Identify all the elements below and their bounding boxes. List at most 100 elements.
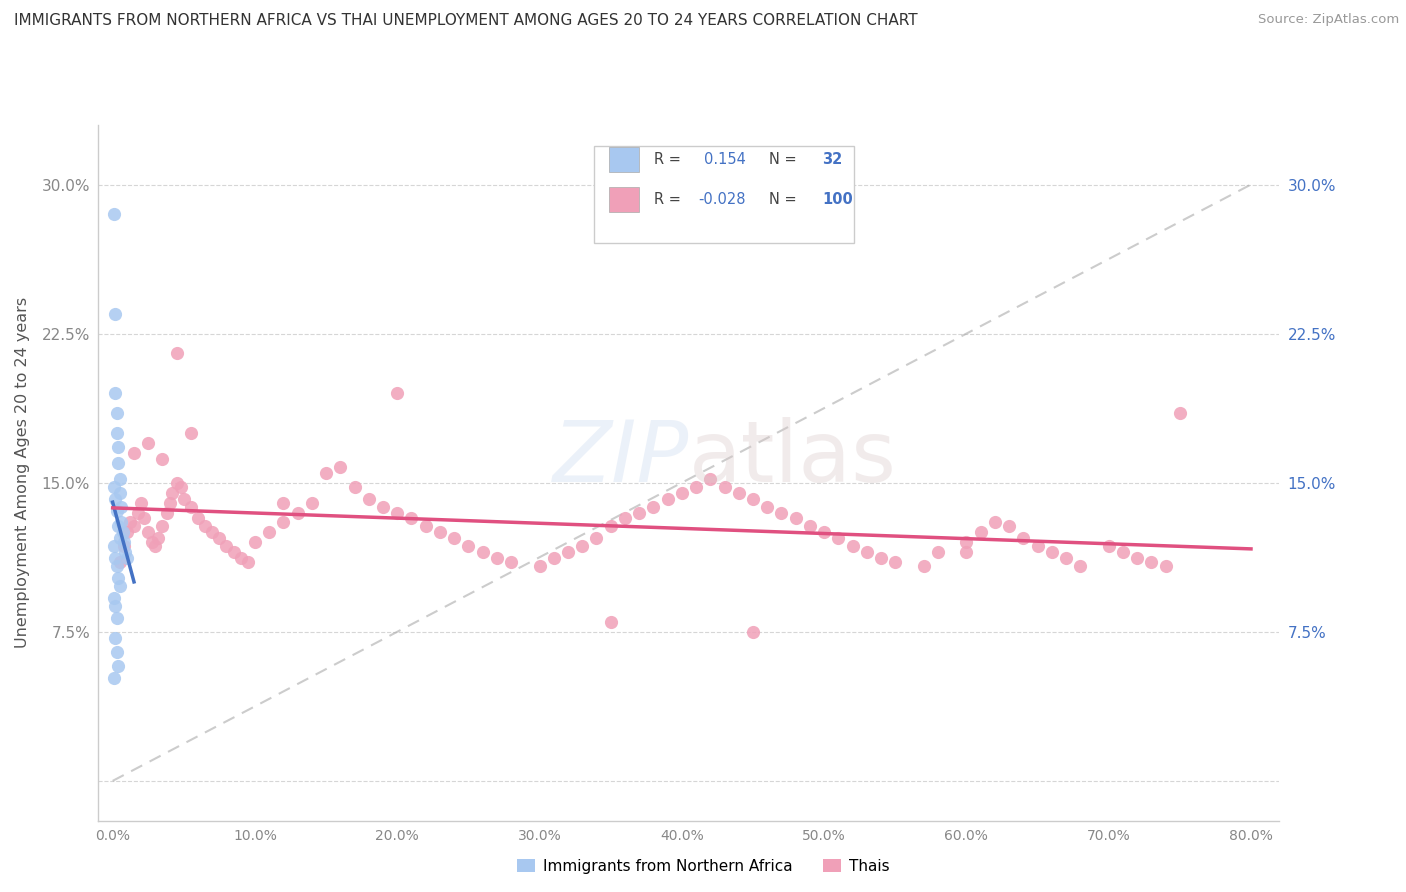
Point bbox=[301, 495, 323, 509]
Point bbox=[799, 519, 821, 533]
Point bbox=[208, 532, 231, 546]
Point bbox=[107, 658, 129, 673]
Point bbox=[912, 559, 935, 574]
Point bbox=[1054, 551, 1077, 566]
Text: ZIP: ZIP bbox=[553, 417, 689, 500]
Point bbox=[870, 551, 893, 566]
Point bbox=[243, 535, 266, 549]
Text: -0.028: -0.028 bbox=[699, 192, 747, 207]
Point bbox=[1126, 551, 1149, 566]
Point bbox=[132, 511, 155, 525]
Point bbox=[742, 624, 765, 639]
Point bbox=[162, 485, 184, 500]
Text: IMMIGRANTS FROM NORTHERN AFRICA VS THAI UNEMPLOYMENT AMONG AGES 20 TO 24 YEARS C: IMMIGRANTS FROM NORTHERN AFRICA VS THAI … bbox=[14, 13, 918, 29]
Point bbox=[105, 645, 128, 659]
Point bbox=[104, 631, 127, 645]
Point bbox=[108, 555, 131, 569]
Text: 32: 32 bbox=[823, 152, 842, 167]
Point bbox=[841, 539, 863, 553]
Point bbox=[499, 555, 522, 569]
Point bbox=[152, 451, 174, 466]
Point bbox=[201, 525, 224, 540]
Text: N =: N = bbox=[769, 192, 806, 207]
Point bbox=[105, 611, 128, 625]
Point bbox=[141, 535, 163, 549]
Point bbox=[115, 551, 138, 566]
Point bbox=[104, 491, 127, 506]
Point bbox=[699, 472, 721, 486]
Point bbox=[108, 532, 131, 546]
Point bbox=[152, 519, 174, 533]
Point bbox=[129, 495, 152, 509]
Point bbox=[173, 491, 195, 506]
Point bbox=[657, 491, 679, 506]
Point bbox=[114, 545, 136, 559]
Point bbox=[955, 545, 977, 559]
Point bbox=[599, 519, 621, 533]
Point bbox=[1012, 532, 1035, 546]
Point bbox=[273, 495, 295, 509]
Point bbox=[742, 491, 765, 506]
Point bbox=[104, 551, 127, 566]
Point bbox=[273, 516, 295, 530]
Point bbox=[1168, 406, 1191, 420]
Point bbox=[813, 525, 835, 540]
Point bbox=[401, 511, 423, 525]
Point bbox=[159, 495, 181, 509]
Point bbox=[343, 480, 366, 494]
Point bbox=[287, 506, 309, 520]
Text: Source: ZipAtlas.com: Source: ZipAtlas.com bbox=[1258, 13, 1399, 27]
Point bbox=[110, 516, 132, 530]
Point bbox=[856, 545, 879, 559]
Point bbox=[107, 440, 129, 454]
Text: atlas: atlas bbox=[689, 417, 897, 500]
Point bbox=[628, 506, 651, 520]
Point bbox=[785, 511, 807, 525]
Point bbox=[166, 475, 188, 490]
Legend: Immigrants from Northern Africa, Thais: Immigrants from Northern Africa, Thais bbox=[510, 853, 896, 880]
Point bbox=[180, 425, 202, 440]
Point bbox=[110, 500, 132, 514]
Point bbox=[257, 525, 280, 540]
Point bbox=[884, 555, 907, 569]
Point bbox=[827, 532, 849, 546]
Point bbox=[613, 511, 636, 525]
Point bbox=[103, 480, 125, 494]
Point bbox=[170, 480, 193, 494]
Point bbox=[103, 671, 125, 685]
Point bbox=[236, 555, 259, 569]
Point bbox=[108, 485, 131, 500]
Point bbox=[127, 506, 149, 520]
Point bbox=[671, 485, 693, 500]
Point bbox=[105, 406, 128, 420]
Point bbox=[112, 535, 135, 549]
Point bbox=[108, 472, 131, 486]
Point bbox=[415, 519, 437, 533]
Point bbox=[148, 532, 170, 546]
FancyBboxPatch shape bbox=[595, 145, 855, 244]
Point bbox=[166, 346, 188, 360]
Point bbox=[107, 571, 129, 585]
Point bbox=[643, 500, 665, 514]
Point bbox=[143, 539, 166, 553]
Point bbox=[955, 535, 977, 549]
Point bbox=[315, 466, 337, 480]
Point bbox=[136, 436, 159, 450]
Point bbox=[103, 591, 125, 605]
Point bbox=[1098, 539, 1121, 553]
Point bbox=[136, 525, 159, 540]
Point bbox=[105, 503, 128, 517]
Point bbox=[229, 551, 252, 566]
Point bbox=[105, 425, 128, 440]
FancyBboxPatch shape bbox=[609, 186, 640, 212]
Point bbox=[429, 525, 451, 540]
Point bbox=[387, 506, 409, 520]
Text: 100: 100 bbox=[823, 192, 853, 207]
Point bbox=[685, 480, 707, 494]
Text: N =: N = bbox=[769, 152, 806, 167]
Point bbox=[156, 506, 179, 520]
Point bbox=[180, 500, 202, 514]
Point bbox=[118, 516, 141, 530]
Point bbox=[105, 559, 128, 574]
Point bbox=[927, 545, 949, 559]
